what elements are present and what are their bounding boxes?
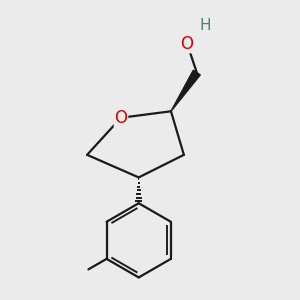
Text: O: O xyxy=(181,34,194,52)
Polygon shape xyxy=(171,70,200,111)
Text: H: H xyxy=(199,18,211,33)
Text: O: O xyxy=(115,109,128,127)
